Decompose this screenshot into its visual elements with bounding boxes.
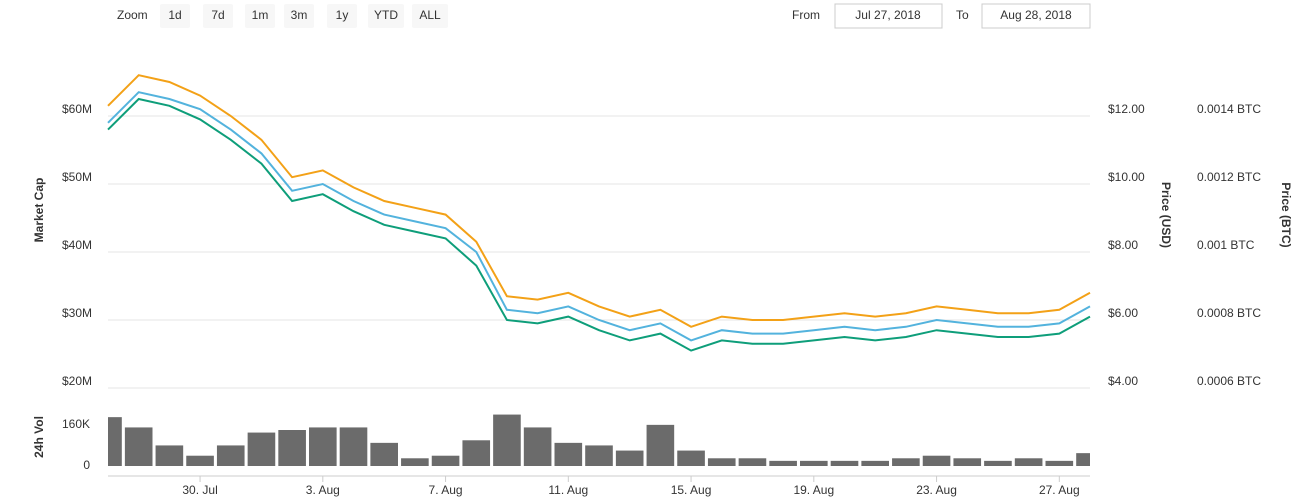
volume-bar	[615, 450, 644, 466]
zoom-button[interactable]	[284, 4, 314, 28]
x-tick-label: 19. Aug	[793, 483, 834, 497]
y-tick-label: $50M	[62, 170, 92, 184]
volume-bar	[370, 442, 398, 466]
x-tick-label: 23. Aug	[916, 483, 957, 497]
volume-bar	[339, 427, 368, 466]
volume-bar	[554, 442, 583, 466]
zoom-button[interactable]	[412, 4, 448, 28]
zoom-label: Zoom	[117, 8, 148, 22]
volume-bar	[646, 424, 675, 466]
x-tick-label: 30. Jul	[182, 483, 217, 497]
from-value[interactable]: Jul 27, 2018	[855, 8, 921, 22]
series-line	[107, 91, 1091, 342]
volume-bar	[585, 445, 613, 466]
y3-tick-label: 0.001 BTC	[1197, 238, 1255, 252]
to-label: To	[956, 8, 969, 22]
volume-bar	[186, 455, 214, 466]
volume-bar	[861, 460, 889, 466]
vol-tick-label: 160K	[62, 417, 90, 431]
zoom-button-label[interactable]: 1y	[336, 8, 349, 22]
volume-bar	[124, 427, 153, 466]
zoom-button[interactable]	[368, 4, 404, 28]
from-label: From	[792, 8, 820, 22]
volume-bar	[984, 460, 1012, 466]
zoom-button-label[interactable]: 3m	[291, 8, 308, 22]
y2-tick-label: $8.00	[1108, 238, 1138, 252]
volume-bar	[462, 440, 491, 466]
zoom-button[interactable]	[160, 4, 190, 28]
x-tick-label: 15. Aug	[671, 483, 712, 497]
zoom-button[interactable]	[327, 4, 357, 28]
y-axis-title: Market Cap	[32, 178, 46, 243]
zoom-button[interactable]	[203, 4, 233, 28]
y2-tick-label: $4.00	[1108, 374, 1138, 388]
y2-tick-label: $12.00	[1108, 102, 1145, 116]
volume-bar	[278, 430, 306, 466]
volume-bar	[1014, 458, 1043, 466]
zoom-button-label[interactable]: 1d	[168, 8, 181, 22]
x-tick-label: 3. Aug	[306, 483, 340, 497]
volume-bar	[677, 450, 705, 466]
volume-bar	[523, 427, 552, 466]
vol-tick-label: 0	[83, 458, 90, 472]
y3-tick-label: 0.0014 BTC	[1197, 102, 1261, 116]
volume-bar	[216, 445, 245, 466]
series-line	[107, 97, 1091, 352]
volume-bar	[1076, 453, 1090, 466]
volume-bar	[493, 414, 521, 466]
volume-bar	[1045, 460, 1074, 466]
zoom-button-label[interactable]: 1m	[252, 8, 269, 22]
to-value[interactable]: Aug 28, 2018	[1000, 8, 1072, 22]
volume-bar	[953, 458, 982, 466]
volume-bar	[707, 458, 736, 466]
zoom-button-label[interactable]: YTD	[374, 8, 398, 22]
volume-bar	[769, 460, 797, 466]
x-tick-label: 11. Aug	[548, 483, 588, 497]
volume-bar	[922, 455, 951, 466]
volume-bar	[431, 455, 460, 466]
to-input[interactable]	[981, 3, 1091, 29]
volume-bar	[108, 417, 122, 466]
y3-tick-label: 0.0012 BTC	[1197, 170, 1261, 184]
volume-bar	[155, 445, 184, 466]
y2-axis-title: Price (USD)	[1159, 182, 1173, 248]
y3-tick-label: 0.0008 BTC	[1197, 306, 1261, 320]
zoom-button[interactable]	[245, 4, 275, 28]
vol-axis-title: 24h Vol	[32, 416, 46, 458]
volume-bar	[309, 427, 337, 466]
zoom-button-label[interactable]: ALL	[419, 8, 441, 22]
zoom-button-label[interactable]: 7d	[211, 8, 224, 22]
series-line	[107, 74, 1091, 328]
y2-tick-label: $10.00	[1108, 170, 1145, 184]
volume-bar	[738, 458, 767, 466]
y-tick-label: $40M	[62, 238, 92, 252]
volume-bar	[401, 458, 429, 466]
volume-bar	[247, 432, 276, 466]
y2-tick-label: $6.00	[1108, 306, 1138, 320]
volume-bar	[892, 458, 920, 466]
y3-tick-label: 0.0006 BTC	[1197, 374, 1261, 388]
volume-bar	[830, 460, 859, 466]
y3-axis-title: Price (BTC)	[1279, 182, 1293, 247]
y-tick-label: $30M	[62, 306, 92, 320]
x-tick-label: 7. Aug	[429, 483, 463, 497]
y-tick-label: $60M	[62, 102, 92, 116]
y-tick-label: $20M	[62, 374, 92, 388]
x-tick-label: 27. Aug	[1039, 483, 1080, 497]
from-input[interactable]	[834, 3, 943, 29]
volume-bar	[800, 460, 828, 466]
